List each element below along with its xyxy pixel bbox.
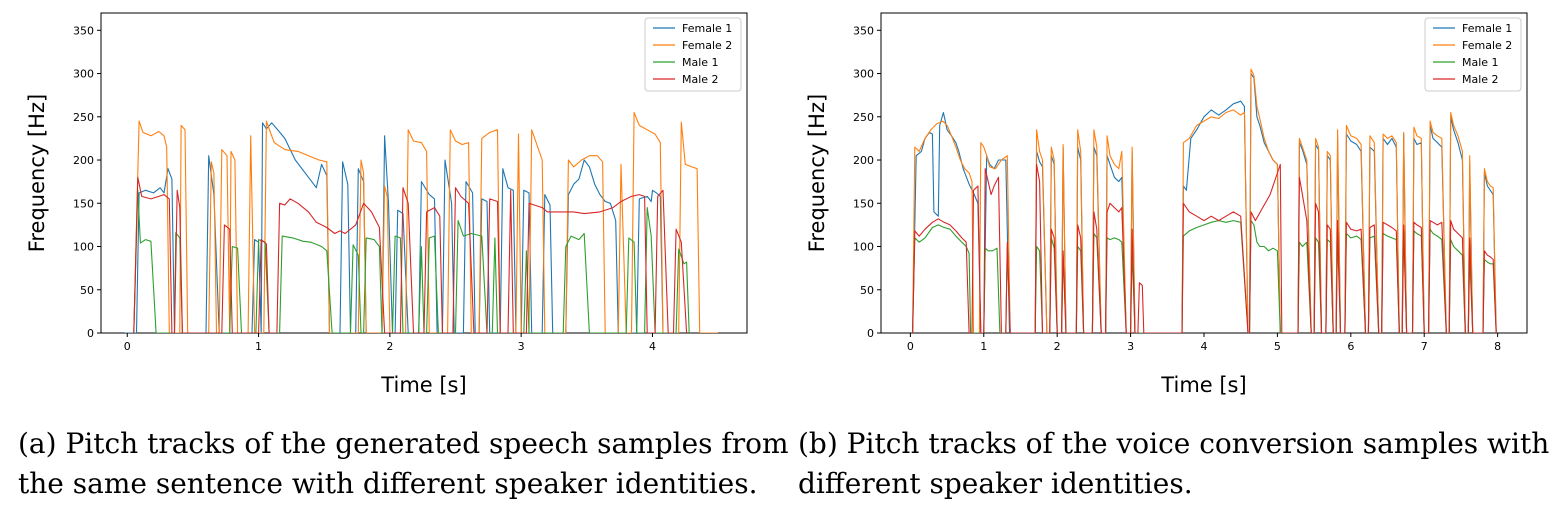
caption-a-line-2: the same sentence with different speaker…	[18, 467, 758, 500]
chart-b-xtick-label: 5	[1274, 340, 1281, 353]
chart-a-xlabel: Time [s]	[380, 373, 466, 397]
chart-b-xtick-label: 6	[1347, 340, 1354, 353]
chart-b-xtick-label: 4	[1201, 340, 1208, 353]
panel-b: 0 1 2 3 4 5 6 7 8 0 50 100 150 200 250 300 350 Time [s] Fr…	[780, 0, 1560, 507]
chart-a-line-female-2	[133, 111, 719, 333]
chart-b-legend-label: Male 1	[1462, 56, 1499, 69]
chart-b-line-male-2	[912, 163, 1497, 333]
chart-a-ytick-label: 250	[73, 111, 94, 124]
chart-b-legend-label: Male 2	[1462, 73, 1499, 86]
chart-b-xtick-label: 7	[1421, 340, 1428, 353]
chart-a-ytick-label: 200	[73, 154, 94, 167]
chart-a-legend-label: Male 2	[682, 73, 719, 86]
caption-a-line-1: (a) Pitch tracks of the generated speech…	[18, 427, 789, 460]
chart-b-xlabel: Time [s]	[1160, 373, 1246, 397]
chart-a-xtick-label: 0	[124, 340, 131, 353]
chart-b-legend-label: Female 2	[1462, 39, 1512, 52]
chart-b-xtick-label: 8	[1494, 340, 1501, 353]
chart-a-line-male-1	[133, 189, 690, 333]
chart-b-xtick-label: 0	[907, 340, 914, 353]
chart-a-ylabel: Frequency [Hz]	[25, 94, 49, 252]
chart-a-line-female-1	[124, 122, 664, 333]
chart-b-legend-label: Female 1	[1462, 22, 1512, 35]
chart-a-xtick-label: 4	[649, 340, 656, 353]
chart-a-legend-box	[644, 17, 742, 92]
chart-a-series-group	[124, 111, 719, 333]
chart-b-legend: Female 1 Female 2 Male 1 Male 2	[1424, 17, 1522, 92]
chart-b-ytick-label: 250	[853, 111, 874, 124]
chart-b-ytick-label: 0	[867, 327, 874, 340]
chart-b-ytick-label: 200	[853, 154, 874, 167]
chart-b-legend-box	[1424, 17, 1522, 92]
chart-a-svg: 0 1 2 3 4 0 50 100 150 200 250 300 350 Time [s] Freque…	[25, 12, 748, 397]
chart-b-ytick-label: 300	[853, 68, 874, 81]
chart-b-ytick-label: 50	[860, 284, 874, 297]
chart-b-ytick-label: 100	[853, 241, 874, 254]
caption-b-line-2: different speaker identities.	[798, 467, 1193, 500]
chart-b-xtick-label: 1	[980, 340, 987, 353]
chart-a-ytick-label: 300	[73, 68, 94, 81]
panel-a: 0 1 2 3 4 0 50 100 150 200 250 300 350 Time [s] Freque…	[0, 0, 789, 507]
chart-a-legend-label: Female 2	[682, 39, 732, 52]
chart-a-line-male-2	[133, 176, 688, 333]
chart-b-ytick-label: 350	[853, 24, 874, 37]
chart-b-line-female-2	[912, 68, 1497, 333]
chart-a-ytick-label: 350	[73, 24, 94, 37]
caption-b-line-1: (b) Pitch tracks of the voice conversion…	[798, 427, 1550, 460]
chart-a-ytick-label: 50	[80, 284, 94, 297]
chart-b-svg: 0 1 2 3 4 5 6 7 8 0 50 100 150 200 250 300 350 Time [s] Fr…	[805, 12, 1528, 397]
chart-b-series-group	[912, 68, 1497, 333]
chart-a-legend-label: Female 1	[682, 22, 732, 35]
chart-a-xtick-label: 2	[386, 340, 393, 353]
chart-a-ytick-label: 0	[87, 327, 94, 340]
chart-a-xtick-label: 3	[518, 340, 525, 353]
caption-a: (a) Pitch tracks of the generated speech…	[18, 424, 789, 504]
chart-b-xtick-label: 3	[1127, 340, 1134, 353]
chart-a-ytick-label: 150	[73, 197, 94, 210]
caption-b: (b) Pitch tracks of the voice conversion…	[798, 424, 1549, 504]
chart-b-ylabel: Frequency [Hz]	[805, 94, 829, 252]
chart-b-xtick-label: 2	[1054, 340, 1061, 353]
chart-a-legend-label: Male 1	[682, 56, 719, 69]
chart-a-xtick-label: 1	[255, 340, 262, 353]
chart-b-ytick-label: 150	[853, 197, 874, 210]
chart-a-legend: Female 1 Female 2 Male 1 Male 2	[644, 17, 742, 92]
chart-a-ytick-label: 100	[73, 241, 94, 254]
